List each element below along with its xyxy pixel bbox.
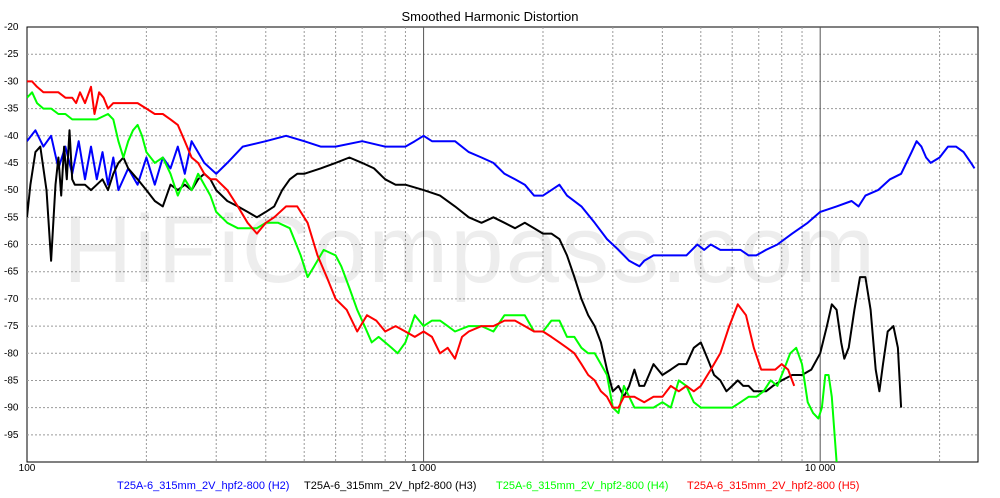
chart-title: Smoothed Harmonic Distortion (401, 9, 578, 24)
y-tick-label: -85 (4, 375, 19, 386)
series-layer (27, 80, 976, 462)
y-tick-label: -55 (4, 212, 19, 223)
y-tick-label: -70 (4, 294, 19, 305)
x-axis-tick-labels: 100 1 000 10 000 (19, 463, 836, 474)
x-tick-label: 1 000 (411, 463, 436, 474)
legend-entry-3: T25A-6_315mm_2V_hpf2-800 (H4) (496, 480, 668, 492)
y-tick-label: -80 (4, 348, 19, 359)
y-tick-label: -25 (4, 49, 19, 60)
x-tick-label: 10 000 (805, 463, 836, 474)
legend-entry-2: T25A-6_315mm_2V_hpf2-800 (H3) (304, 480, 476, 492)
y-tick-label: -90 (4, 403, 19, 414)
series-line-3 (27, 91, 838, 462)
y-tick-label: -50 (4, 185, 19, 196)
x-tick-label: 100 (19, 463, 36, 474)
grid (27, 27, 978, 462)
legend-entry-1: T25A-6_315mm_2V_hpf2-800 (H2) (117, 480, 289, 492)
y-tick-label: -45 (4, 158, 19, 169)
series-line-4 (27, 80, 796, 409)
y-tick-label: -75 (4, 321, 19, 332)
legend-entry-4: T25A-6_315mm_2V_hpf2-800 (H5) (687, 480, 859, 492)
y-tick-label: -60 (4, 240, 19, 251)
series-line-2 (27, 129, 903, 408)
watermark-text: HiFiCompass.com (63, 196, 877, 303)
y-axis-tick-labels: -20 -25 -30 -35 -40 -45 -50 -55 -60 -65 -70 -75 -80 -… (4, 22, 19, 441)
y-tick-label: -40 (4, 131, 19, 142)
y-tick-label: -20 (4, 22, 19, 33)
series-line-1 (27, 129, 976, 268)
y-tick-label: -95 (4, 430, 19, 441)
y-tick-label: -35 (4, 104, 19, 115)
y-tick-label: -30 (4, 76, 19, 87)
y-tick-label: -65 (4, 267, 19, 278)
legend: T25A-6_315mm_2V_hpf2-800 (H2) T25A-6_315m… (117, 480, 859, 492)
